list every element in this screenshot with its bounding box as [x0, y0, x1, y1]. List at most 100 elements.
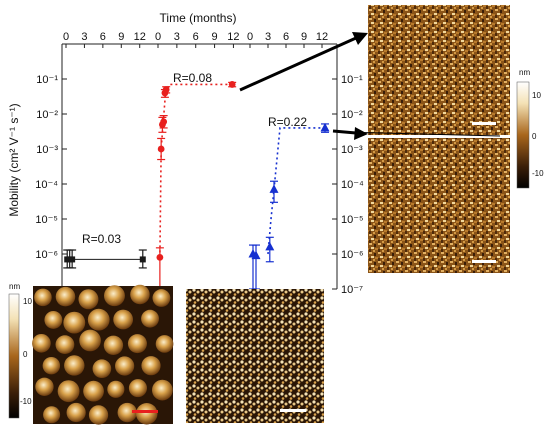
x-tick-label-top: 0 — [63, 31, 69, 43]
grain — [44, 310, 63, 329]
colorbar-tick: 0 — [23, 350, 28, 359]
grain — [107, 380, 125, 398]
arrow-head — [352, 32, 368, 45]
colorbar-tick: 0 — [532, 132, 537, 141]
y-tick-label-left: 10⁻³ — [36, 144, 58, 156]
colorbar-tick: 10 — [23, 297, 32, 306]
grain — [55, 286, 76, 307]
grain — [152, 289, 171, 307]
grain — [87, 308, 110, 331]
annotation-r-red: R=0.08 — [173, 71, 212, 85]
x-tick-label-top: 6 — [283, 31, 289, 43]
x-tick-label-top: 9 — [118, 31, 124, 43]
colorbar — [8, 293, 20, 419]
scale-bar — [280, 409, 306, 412]
grain — [88, 405, 109, 425]
afm-image-upper — [368, 5, 510, 135]
grain — [155, 335, 174, 353]
grain — [34, 288, 52, 307]
colorbar-tick: -10 — [532, 169, 544, 178]
data-point — [251, 250, 261, 260]
afm-bottom-left: nm 10 0 -10 — [8, 282, 174, 425]
y-tick-label-left: 10⁻⁵ — [35, 214, 58, 226]
grain — [115, 356, 135, 376]
grain — [92, 359, 112, 379]
afm-image — [33, 286, 173, 424]
scale-bar — [472, 122, 496, 125]
colorbar-unit: nm — [519, 68, 530, 77]
x-tick-label-top: 12 — [134, 31, 146, 43]
panel-blue: 0 3 6 9 12 — [247, 31, 330, 290]
x-tick-label-top: 9 — [301, 31, 307, 43]
grain — [83, 380, 104, 402]
x-tick-label-top: 3 — [265, 31, 271, 43]
afm-grains — [32, 284, 174, 425]
y-tick-label-left: 10⁻² — [36, 109, 58, 121]
arrow-head — [354, 127, 368, 140]
data-point — [162, 86, 170, 93]
scale-bar — [132, 410, 158, 413]
grain — [141, 309, 159, 328]
afm-bottom-middle — [186, 289, 324, 423]
grain — [117, 402, 137, 423]
scale-bar — [472, 260, 496, 263]
afm-top-right: nm 10 0 -10 — [368, 5, 544, 273]
x-tick-label-top: 3 — [174, 31, 180, 43]
y-tick-label-right: 10⁻¹ — [341, 74, 363, 86]
grain — [66, 402, 86, 423]
y-tick-label-right: 10⁻⁷ — [341, 284, 363, 296]
data-point — [156, 253, 164, 261]
plot-frame: 10⁻¹ 10⁻¹ 10⁻² 10⁻² 10⁻³ 10⁻³ 10⁻⁴ 10⁻⁴ 10⁻⁵ 10⁻⁵… — [35, 43, 364, 296]
y-tick-label-left: 10⁻⁴ — [35, 179, 58, 191]
grain — [78, 289, 99, 310]
arrow-line — [339, 131, 501, 137]
fit-line — [267, 127, 325, 255]
x-tick-label-top: 6 — [100, 31, 106, 43]
grain — [64, 355, 85, 376]
data-point — [269, 184, 279, 193]
panel-red: 0 3 6 9 12 — [155, 31, 240, 290]
grain — [127, 334, 147, 354]
grain — [130, 284, 150, 305]
data-point — [265, 241, 275, 251]
grain — [63, 311, 86, 334]
grain — [32, 333, 51, 353]
y-tick-label-right: 10⁻⁶ — [341, 249, 364, 261]
grain — [57, 380, 80, 403]
y-tick-label-left: 10⁻¹ — [36, 74, 58, 86]
grain — [141, 356, 161, 376]
annotation-r-black: R=0.03 — [82, 232, 121, 246]
x-tick-label-top: 9 — [212, 31, 218, 43]
grain — [113, 309, 134, 330]
colorbar-tick: -10 — [20, 397, 32, 406]
x-tick-label-top: 12 — [316, 31, 328, 43]
grain — [128, 379, 147, 398]
connector-arrows — [239, 32, 501, 140]
grain — [35, 377, 54, 396]
data-point — [139, 256, 146, 263]
grain — [152, 379, 173, 401]
afm-image-lower — [368, 138, 510, 273]
x-tick-label-top: 12 — [227, 31, 239, 43]
y-axis-label: Mobility (cm² V⁻¹ s⁻¹) — [7, 103, 21, 216]
x-tick-label-top: 6 — [193, 31, 199, 43]
data-point — [228, 81, 236, 88]
y-tick-label-right: 10⁻⁴ — [341, 179, 364, 191]
colorbar-unit: nm — [9, 282, 20, 291]
grain — [43, 406, 61, 424]
colorbar — [516, 81, 530, 189]
fit-line — [159, 83, 233, 258]
grain — [103, 335, 124, 355]
grain — [136, 403, 158, 425]
colorbar-tick: 10 — [532, 91, 541, 100]
y-tick-label-right: 10⁻⁵ — [341, 214, 364, 226]
grain — [55, 335, 75, 355]
top-axis-title: Time (months) — [160, 11, 237, 25]
afm-image — [186, 289, 324, 423]
arrow-line — [239, 36, 357, 92]
x-tick-label-top: 0 — [247, 31, 253, 43]
y-tick-label-right: 10⁻² — [341, 109, 363, 121]
grain — [42, 356, 61, 375]
y-tick-label-right: 10⁻³ — [341, 144, 363, 156]
